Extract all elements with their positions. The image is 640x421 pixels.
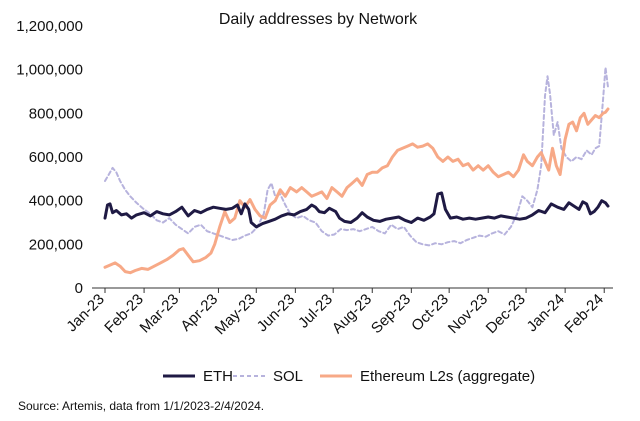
series-line-eth [103, 191, 610, 229]
x-tick-label: Nov-23 [445, 291, 491, 337]
x-tick-label: Mar-23 [137, 291, 183, 337]
series-line-l2 [103, 107, 610, 275]
legend-label-sol: SOL [273, 368, 303, 385]
x-tick-label: Jan-23 [63, 291, 107, 335]
plot-area [103, 66, 610, 275]
source-note: Source: Artemis, data from 1/1/2023-2/4/… [18, 399, 264, 413]
y-axis: 0 200,000 400,000 600,000 800,000 1,000,000 1,… [16, 18, 83, 297]
legend: ETH SOL Ethereum L2s (aggregate) [163, 368, 535, 385]
legend-label-l2: Ethereum L2s (aggregate) [360, 368, 535, 385]
y-tick-label: 400,000 [29, 193, 83, 210]
y-tick-label: 1,200,000 [16, 18, 83, 35]
x-tick-label: Dec-23 [483, 291, 529, 337]
y-tick-label: 600,000 [29, 149, 83, 166]
y-tick-label: 800,000 [29, 105, 83, 122]
chart-title: Daily addresses by Network [219, 11, 418, 28]
x-tick-label: Feb-23 [101, 291, 147, 337]
y-tick-label: 1,000,000 [16, 62, 83, 79]
x-tick-label: Jun-23 [254, 291, 298, 335]
x-tick-label: May-23 [212, 291, 259, 338]
y-tick-label: 0 [75, 280, 83, 297]
x-tick-label: Jan-24 [524, 291, 568, 335]
series-line-sol [104, 66, 609, 247]
legend-label-eth: ETH [203, 368, 233, 385]
x-tick-label: Sep-23 [368, 291, 414, 337]
x-tick-label: Aug-23 [329, 291, 375, 337]
x-tick-label: Oct-23 [408, 291, 452, 335]
x-axis: Jan-23Feb-23Mar-23Apr-23May-23Jun-23Jul-… [63, 288, 607, 338]
y-tick-label: 200,000 [29, 236, 83, 253]
x-tick-label: Feb-24 [561, 291, 607, 337]
